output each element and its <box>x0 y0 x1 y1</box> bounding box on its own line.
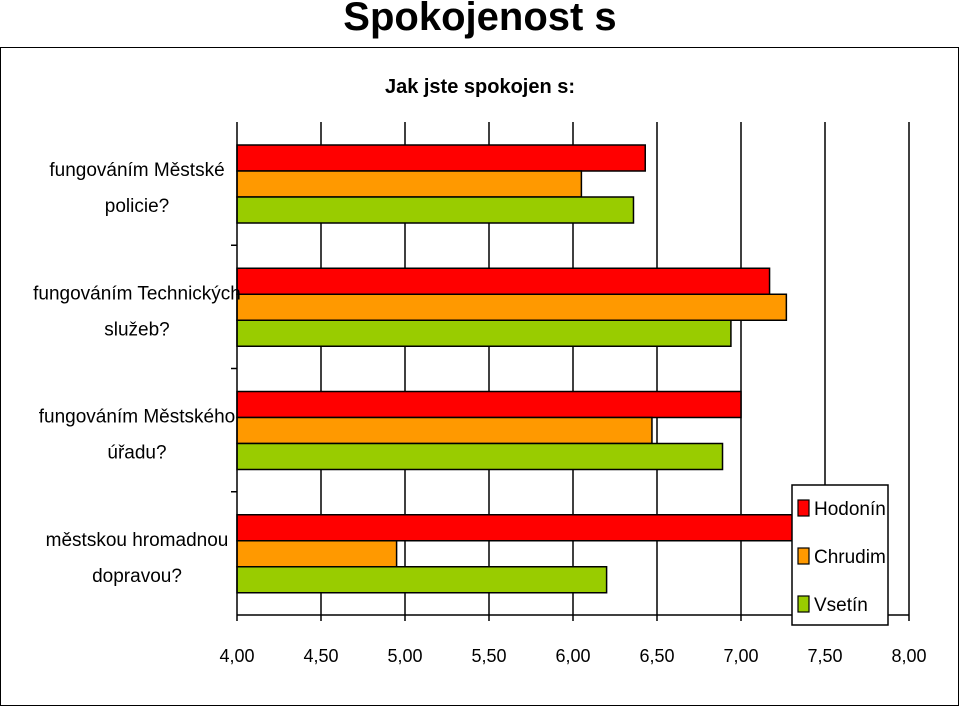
category-label: fungováním Městské <box>49 160 224 181</box>
legend-label-0: Hodonín <box>814 499 886 520</box>
bar-1-2 <box>236 416 653 445</box>
category-label: policie? <box>105 196 169 217</box>
legend-label-1: Chrudim <box>814 547 886 568</box>
slide-title: Spokojenost s <box>343 0 617 39</box>
bar-2-3 <box>236 566 608 594</box>
x-tick-label: 5,50 <box>471 646 506 666</box>
bars <box>236 144 806 594</box>
legend-label-2: Vsetín <box>814 595 868 616</box>
legend: Hodonín Chrudim Vsetín <box>791 484 889 626</box>
bar-0-3 <box>236 514 806 542</box>
category-label: městskou hromadnou <box>46 530 229 551</box>
legend-swatch-2 <box>797 595 810 613</box>
category-label: dopravou? <box>92 566 182 587</box>
bar-0-0 <box>236 144 646 172</box>
bar-2-0 <box>236 196 635 224</box>
x-tick-label: 7,00 <box>723 646 758 666</box>
bar-0-2 <box>236 390 742 419</box>
x-tick-label: 7,50 <box>807 646 842 666</box>
legend-swatch-1 <box>797 547 810 565</box>
category-label: fungováním Technických <box>33 283 241 304</box>
bar-2-1 <box>236 319 732 347</box>
x-tick-label: 6,50 <box>639 646 674 666</box>
x-tick-label: 4,00 <box>219 646 254 666</box>
category-label: fungováním Městského <box>39 407 235 428</box>
bar-1-1 <box>236 293 788 321</box>
x-tick-label: 4,50 <box>303 646 338 666</box>
chart-title: Jak jste spokojen s: <box>385 76 575 98</box>
x-tick-label: 5,00 <box>387 646 422 666</box>
bar-0-1 <box>236 267 771 295</box>
bar-2-2 <box>236 442 724 471</box>
legend-swatch-0 <box>797 499 810 517</box>
x-tick-label: 8,00 <box>891 646 926 666</box>
category-label: služeb? <box>104 319 170 340</box>
x-tick-label: 6,00 <box>555 646 590 666</box>
tick-labels: 4,00 4,50 5,00 5,50 6,00 6,50 7,00 7,50 8,00 <box>219 646 926 666</box>
bar-1-3 <box>236 540 398 568</box>
category-labels: fungováním Městské policie? fungováním Tec… <box>33 160 241 587</box>
category-label: úřadu? <box>107 443 166 464</box>
bar-1-0 <box>236 170 583 198</box>
